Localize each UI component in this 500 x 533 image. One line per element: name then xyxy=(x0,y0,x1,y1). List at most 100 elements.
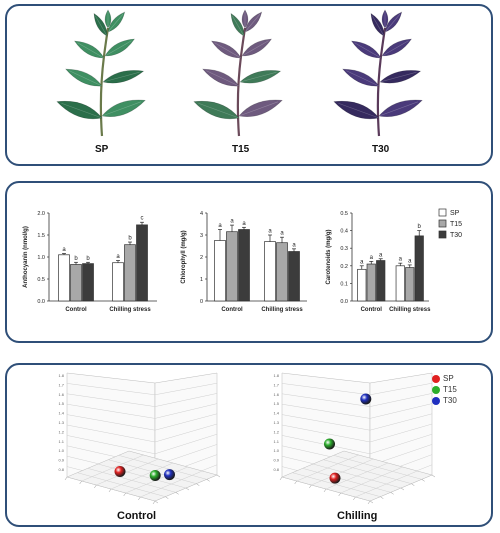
z-tick-label: 0.9 xyxy=(58,458,64,463)
leaf xyxy=(230,12,245,37)
legend-label: T30 xyxy=(450,232,462,239)
x-tick-label: Chilling stress xyxy=(109,307,151,313)
floor-tick xyxy=(64,476,68,481)
leaf xyxy=(104,38,136,57)
y-tick-label: 0.5 xyxy=(37,277,45,283)
leaf-vein xyxy=(238,101,279,117)
leaf xyxy=(384,11,403,33)
scatter-legend: SP T15 T30 xyxy=(432,373,457,406)
floor-tick xyxy=(390,492,394,495)
gridline xyxy=(281,423,433,443)
bar-chart-1: 0.0 0.5 1.0 1.5 2.0 Anthocyanin (nmol/g) Contr… xyxy=(23,211,157,313)
significance-letter: a xyxy=(116,254,120,260)
y-tick-label: 1 xyxy=(200,277,203,283)
leaf xyxy=(202,68,240,87)
z-tick-label: 1.1 xyxy=(58,439,64,444)
z-tick-label: 1.7 xyxy=(58,382,64,387)
leaf xyxy=(241,38,273,57)
significance-letter: a xyxy=(242,221,246,227)
floor-tick xyxy=(94,484,97,489)
floor-grid xyxy=(333,455,422,480)
z-tick-label: 1.6 xyxy=(58,392,64,397)
floor-tick xyxy=(294,480,297,485)
legend-swatch-t30 xyxy=(438,230,447,239)
leaf-vein xyxy=(381,40,409,57)
leaf-vein xyxy=(77,42,105,59)
floor-tick xyxy=(108,488,112,493)
leaf-vein xyxy=(384,13,401,33)
leaf-vein xyxy=(206,70,240,87)
bar-legend: SP T15 T30 xyxy=(438,208,462,239)
y-tick-label: 0.5 xyxy=(340,211,348,217)
gridline xyxy=(66,382,218,396)
floor-tick xyxy=(154,500,159,504)
leaf-vein xyxy=(244,13,261,33)
leaf-vein xyxy=(379,71,417,83)
scatter-3d-2: 1.8 1.7 1.6 1.5 1.4 1.3 1.2 1.1 1.0 0.9 0.8 xyxy=(273,372,436,505)
leaf-vein xyxy=(107,13,124,33)
leaf-vein xyxy=(372,15,385,37)
bar-chart-panel: 0.0 0.5 1.0 1.5 2.0 Anthocyanin (nmol/g) Contr… xyxy=(5,181,493,343)
leaf xyxy=(239,70,282,84)
point-t30 xyxy=(360,393,372,405)
leaf-vein xyxy=(69,70,103,87)
floor-tick xyxy=(309,484,312,489)
bar-sp xyxy=(264,241,276,302)
leaf xyxy=(65,68,103,87)
leaf-vein xyxy=(241,40,269,57)
z-tick-label: 1.1 xyxy=(273,439,279,444)
z-tick-label: 1.0 xyxy=(273,448,279,453)
leaf xyxy=(333,100,380,120)
scatter-title-control: Control xyxy=(117,510,157,522)
leaf xyxy=(93,12,108,37)
plant-label-t15: T15 xyxy=(232,144,250,155)
leaf-vein xyxy=(378,101,419,117)
floor-tick xyxy=(353,496,356,501)
point-t15 xyxy=(149,470,161,481)
green-ball-icon xyxy=(432,385,440,394)
significance-letter: a xyxy=(268,229,272,235)
significance-letter: a xyxy=(399,257,403,263)
significance-letter: b xyxy=(418,224,422,230)
z-tick-label: 1.3 xyxy=(58,420,64,425)
leaf xyxy=(379,70,422,84)
plant-t15 xyxy=(193,9,283,137)
bar-t15 xyxy=(124,244,136,302)
floor-tick xyxy=(206,479,210,482)
floor-tick xyxy=(165,496,169,499)
floor-tick xyxy=(185,487,190,491)
z-tick-label: 1.4 xyxy=(58,411,64,416)
x-tick-label: Chilling stress xyxy=(261,307,303,313)
gridline xyxy=(281,393,433,407)
z-tick-label: 1.8 xyxy=(273,373,279,378)
leaf xyxy=(73,40,105,59)
leaf-vein xyxy=(198,102,240,119)
gridline xyxy=(281,413,433,431)
leaf xyxy=(381,9,389,29)
z-tick-label: 1.0 xyxy=(58,448,64,453)
floor-tick xyxy=(216,474,221,478)
bar-sp xyxy=(112,262,124,302)
significance-letter: a xyxy=(370,255,374,261)
leaf-vein xyxy=(354,42,382,59)
bar-chart-3: 0.0 0.1 0.2 0.3 0.4 0.5 Carotenoids (mg/g) Cont… xyxy=(326,211,431,313)
leaf xyxy=(210,40,242,59)
bar-t15 xyxy=(226,231,238,302)
z-tick-label: 0.9 xyxy=(273,458,279,463)
floor-tick xyxy=(279,476,283,481)
leaf xyxy=(104,9,112,29)
y-tick-label: 0 xyxy=(200,299,203,305)
floor-tick xyxy=(338,492,341,497)
bar-t30 xyxy=(376,260,386,302)
significance-letter: c xyxy=(141,216,144,222)
legend-label: T15 xyxy=(443,385,457,394)
bar-sp xyxy=(58,254,70,302)
z-tick-label: 1.7 xyxy=(273,382,279,387)
stem xyxy=(376,27,387,137)
floor-tick xyxy=(138,496,141,501)
stem xyxy=(99,27,110,137)
scatter-title-chilling: Chilling xyxy=(337,510,378,522)
floor-tick xyxy=(431,474,436,478)
scatter-3d-charts: 1.81.71.61.51.41.31.21.11.00.90.81.81.71… xyxy=(58,372,436,505)
y-tick-label: 0.3 xyxy=(340,246,348,252)
